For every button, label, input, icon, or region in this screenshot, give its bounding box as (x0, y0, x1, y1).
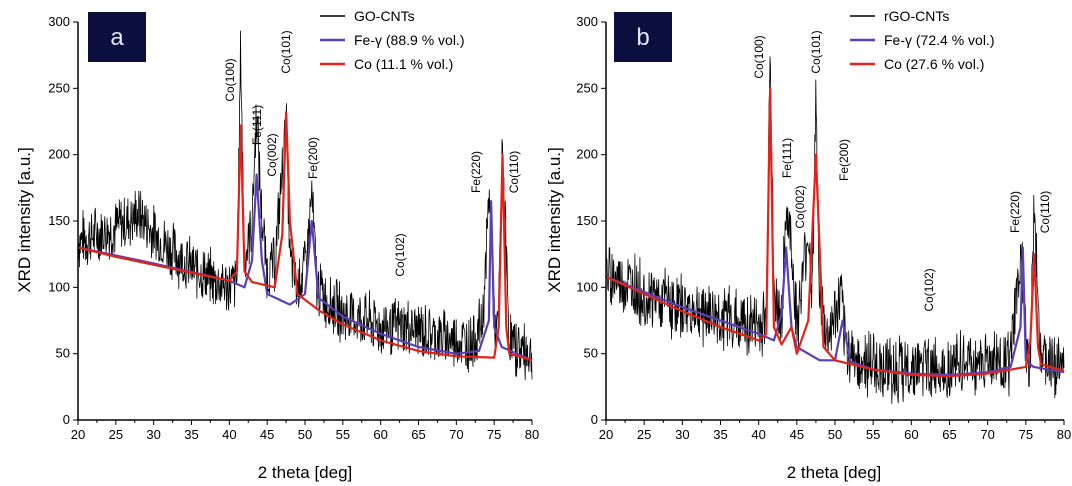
panel-b-legend-fe: Fe-γ (72.4 % vol.) (884, 32, 994, 48)
panel-b-xtick-label: 60 (904, 427, 918, 442)
panel-a: a 2 theta [deg] XRD intensity [a.u.] Co(… (15, 8, 521, 482)
panel-b-ytick-label: 300 (576, 14, 598, 29)
panel-b-peak-co101: Co(101) (809, 30, 823, 73)
panel-a-peak-fe200: Fe(200) (306, 137, 320, 179)
panel-a-plot: 20 25 30 35 40 45 50 55 60 65 70 75 80 0 50 100 150 200 25… (48, 14, 539, 442)
panel-b-peak-fe220: Fe(220) (1008, 191, 1022, 233)
panel-a-series-fe (77, 173, 533, 362)
panel-b-peak-co110: Co(110) (1038, 191, 1052, 233)
panel-b-ytick-label: 150 (576, 213, 598, 228)
panel-a-legend: GO-CNTs Fe-γ (88.9 % vol.) Co (11.1 % vo… (320, 8, 464, 72)
panel-a-xtick-label: 40 (222, 427, 236, 442)
panel-a-ytick-label: 250 (48, 80, 70, 95)
panel-b-xtick-label: 65 (942, 427, 956, 442)
panel-b-peak-fe200: Fe(200) (837, 139, 851, 181)
panel-b-series-fe (605, 246, 1065, 376)
panel-a-ytick-label: 0 (63, 412, 70, 427)
panel-a-peak-co102: Co(102) (393, 233, 407, 276)
panel-a-xlabel: 2 theta [deg] (258, 463, 353, 482)
panel-b-xtick-label: 45 (790, 427, 804, 442)
panel-b-badge (614, 12, 672, 62)
panel-a-ytick-label: 200 (48, 147, 70, 162)
panel-b-xtick-label: 70 (980, 427, 994, 442)
panel-b-legend-measured: rGO-CNTs (884, 8, 949, 24)
panel-b-ytick-label: 200 (576, 147, 598, 162)
panel-a-ylabel: XRD intensity [a.u.] (15, 147, 34, 293)
panel-b-xtick-label: 30 (675, 427, 689, 442)
panel-b-ytick-label: 0 (591, 412, 598, 427)
panel-a-xtick-label: 65 (411, 427, 425, 442)
panel-a-xtick-label: 45 (260, 427, 274, 442)
panel-a-series-co (77, 111, 533, 362)
panel-a-ytick-label: 300 (48, 14, 70, 29)
panel-b-xtick-label: 80 (1057, 427, 1071, 442)
panel-a-xtick-label: 55 (336, 427, 350, 442)
panel-b-xtick-label: 50 (828, 427, 842, 442)
panel-a-xtick-label: 20 (71, 427, 85, 442)
panel-a-xtick-label: 35 (184, 427, 198, 442)
panel-a-legend-measured: GO-CNTs (354, 8, 415, 24)
panel-a-legend-fe: Fe-γ (88.9 % vol.) (354, 32, 464, 48)
panel-b-xtick-label: 35 (713, 427, 727, 442)
panel-b-xtick-label: 40 (751, 427, 765, 442)
panel-b-xtick-label: 75 (1019, 427, 1033, 442)
panel-a-peak-co002: Co(002) (265, 133, 279, 176)
panel-a-peak-co110: Co(110) (507, 151, 521, 193)
panel-b-xtick-label: 20 (599, 427, 613, 442)
panel-a-xtick-label: 70 (449, 427, 463, 442)
panel-b-ytick-label: 50 (584, 346, 598, 361)
panel-a-xtick-label: 25 (109, 427, 123, 442)
panel-b-legend: rGO-CNTs Fe-γ (72.4 % vol.) Co (27.6 % v… (850, 8, 994, 72)
panel-b-badge-label: b (636, 24, 649, 51)
panel-a-peak-fe220: Fe(220) (469, 151, 483, 193)
panel-a-legend-co: Co (11.1 % vol.) (354, 56, 453, 72)
panel-b-peak-fe111: Fe(111) (780, 138, 794, 178)
panel-a-peak-co100: Co(100) (223, 58, 237, 101)
panel-b-ytick-label: 100 (576, 279, 598, 294)
panel-b-xtick-label: 55 (866, 427, 880, 442)
panel-b-peak-co100: Co(100) (752, 35, 766, 78)
panel-b-series-co (605, 87, 1065, 378)
panel-b-ylabel: XRD intensity [a.u.] (545, 147, 564, 293)
panel-a-xtick-label: 50 (298, 427, 312, 442)
panel-a-xtick-label: 75 (487, 427, 501, 442)
panel-b-ytick-label: 250 (576, 80, 598, 95)
panel-a-xtick-label: 60 (373, 427, 387, 442)
panel-a-ytick-label: 100 (48, 279, 70, 294)
panel-b-legend-co: Co (27.6 % vol.) (884, 56, 984, 72)
panel-a-peak-co101: Co(101) (279, 30, 293, 73)
panel-b-xlabel: 2 theta [deg] (787, 463, 882, 482)
panel-a-ytick-label: 50 (56, 346, 70, 361)
panel-a-ytick-label: 150 (48, 213, 70, 228)
panel-a-badge-label: a (110, 24, 124, 51)
panel-b-series-measured (605, 56, 1065, 404)
panel-b-xtick-label: 25 (637, 427, 651, 442)
panel-a-badge (88, 12, 146, 62)
panel-a-xtick-label: 80 (525, 427, 539, 442)
panel-b-peak-co102: Co(102) (922, 268, 936, 311)
panel-a-xtick-label: 30 (146, 427, 160, 442)
panel-a-series-measured (77, 30, 533, 381)
panel-b-peak-co002: Co(002) (793, 185, 807, 228)
panel-b: b 2 theta [deg] XRD intensity [a.u.] Co(… (545, 8, 1052, 482)
panel-b-plot: 20 25 30 35 40 45 50 55 60 65 70 75 80 0 50 100 150 200 25… (576, 14, 1071, 442)
